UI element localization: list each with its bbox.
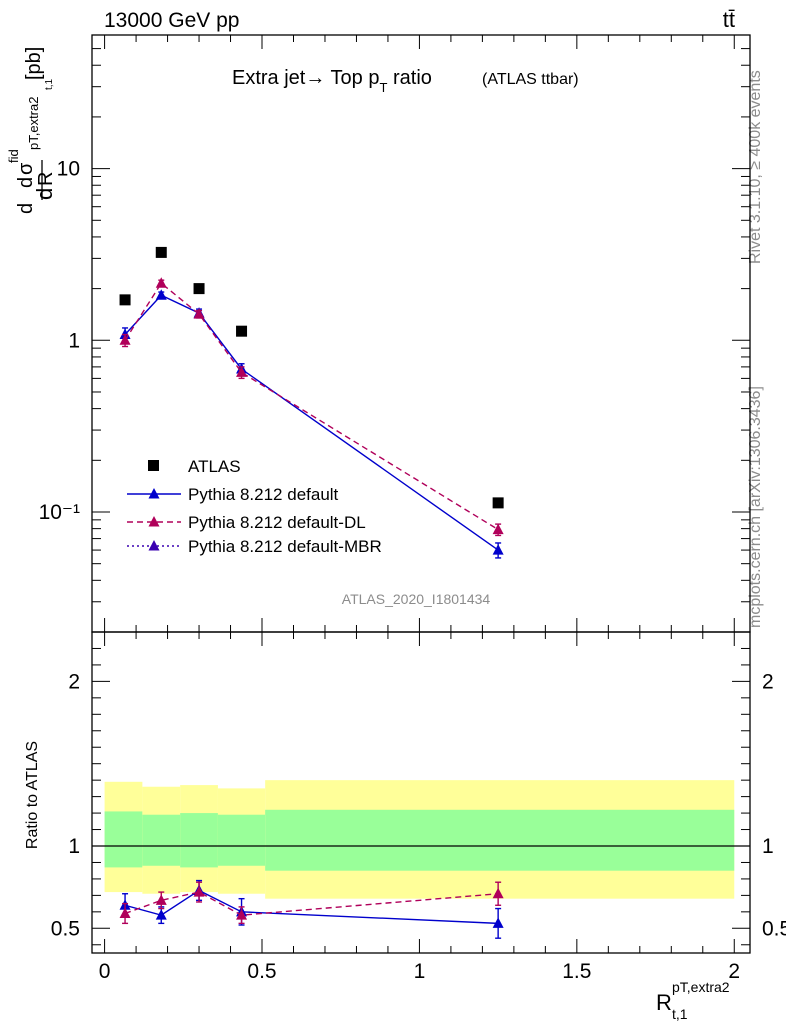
- svg-text:t,1: t,1: [44, 78, 55, 90]
- y-tick-label: 10⁻¹: [39, 501, 80, 524]
- svg-text:pT,extra2: pT,extra2: [26, 97, 41, 150]
- ratio-panel: 0 0.5 1 1.5 2 0.5 0.5 1 1 2 2: [51, 631, 786, 983]
- energy-label: 13000 GeV pp: [104, 9, 239, 32]
- ylabel-main: d R d σ fid pT,extra2 t,1 [pb] d: [6, 47, 57, 214]
- svg-text:R: R: [656, 990, 672, 1015]
- y-tick-label: 0.5: [51, 917, 80, 940]
- data-point: [236, 366, 248, 377]
- svg-text:t,1: t,1: [672, 1006, 688, 1022]
- svg-text:pT,extra2: pT,extra2: [672, 979, 730, 995]
- uncertainty-band-inner: [265, 809, 735, 871]
- data-point: [119, 334, 131, 345]
- legend-label: Pythia 8.212 default: [188, 485, 339, 504]
- x-tick-label: 1: [414, 960, 426, 983]
- analysis-id: ATLAS_2020_I1801434: [342, 591, 491, 607]
- svg-text:fid: fid: [6, 149, 21, 163]
- data-point: [155, 909, 167, 920]
- title-note: (ATLAS ttbar): [482, 71, 579, 88]
- uncertainty-band-inner: [104, 811, 143, 868]
- y-tick-label: 10: [57, 158, 80, 181]
- svg-text:[pb]: [pb]: [23, 47, 45, 80]
- legend-marker: [148, 540, 160, 551]
- main-panel: 10 1 10⁻¹: [39, 34, 751, 633]
- mcplots-label: mcplots.cern.ch [arXiv:1306.3436]: [747, 386, 764, 628]
- data-point: [492, 523, 504, 535]
- uncertainty-band-inner: [180, 813, 218, 868]
- uncertainty-band-inner: [142, 814, 181, 866]
- svg-text:R: R: [35, 172, 57, 186]
- title-main: Extra jet→ Top p: [232, 67, 379, 89]
- data-point: [155, 277, 167, 288]
- series-line: [124, 282, 499, 531]
- data-point: [193, 308, 205, 319]
- legend-label: Pythia 8.212 default-MBR: [188, 537, 382, 556]
- ylabel-ratio: Ratio to ATLAS: [24, 741, 41, 849]
- data-point: [492, 497, 504, 509]
- process-label: tt̄: [723, 7, 735, 32]
- legend-marker: [148, 516, 160, 527]
- data-point: [155, 246, 167, 258]
- x-tick-label: 0: [99, 960, 111, 983]
- data-point: [119, 907, 131, 918]
- data-point: [155, 894, 167, 905]
- y-tick-label: 1: [68, 329, 80, 352]
- data-point: [119, 294, 131, 306]
- ratio-frame: [91, 631, 751, 954]
- y-tick-label: 2: [68, 670, 80, 693]
- data-point: [492, 887, 504, 899]
- svg-text:Extra jet→ Top pT ratio: Extra jet→ Top pT ratio: [232, 67, 432, 95]
- svg-text:d: d: [15, 177, 37, 188]
- series-line: [124, 891, 499, 916]
- legend: ATLAS Pythia 8.212 default Pythia 8.212 de…: [127, 457, 382, 556]
- svg-text:d: d: [32, 188, 57, 200]
- uncertainty-band-inner: [217, 814, 266, 866]
- data-point: [193, 283, 205, 295]
- y-tick-label: 1: [68, 835, 80, 858]
- data-point: [236, 909, 248, 920]
- title-tail: ratio: [387, 67, 431, 89]
- y-tick-label: 2: [762, 670, 774, 693]
- y-tick-label: 1: [762, 835, 774, 858]
- svg-text:σ: σ: [15, 162, 37, 175]
- legend-label: ATLAS: [188, 457, 241, 476]
- title-sub: T: [379, 80, 387, 95]
- data-point: [236, 325, 248, 337]
- x-tick-label: 1.5: [562, 960, 591, 983]
- data-point: [193, 886, 205, 897]
- legend-marker: [148, 460, 159, 471]
- x-tick-label: 2: [728, 960, 740, 983]
- plot-title: Extra jet→ Top pT ratio (ATLAS ttbar): [232, 67, 579, 95]
- data-point: [155, 289, 167, 300]
- x-tick-label: 0.5: [247, 960, 276, 983]
- xlabel: R pT,extra2 t,1: [656, 979, 730, 1022]
- rivet-label: Rivet 3.1.10, ≥ 400k events: [747, 70, 764, 264]
- series-line: [124, 294, 499, 551]
- y-tick-label: 0.5: [762, 917, 786, 940]
- data-point: [492, 917, 504, 928]
- legend-marker: [148, 488, 160, 499]
- legend-label: Pythia 8.212 default-DL: [188, 513, 366, 532]
- svg-text:d: d: [15, 203, 37, 214]
- data-point: [492, 544, 504, 555]
